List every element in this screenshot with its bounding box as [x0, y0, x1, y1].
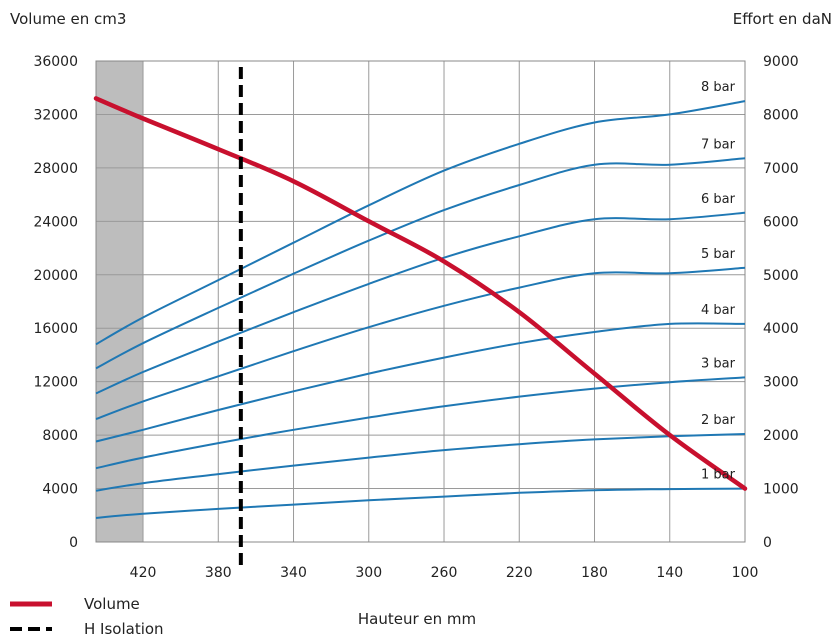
curve-label-8-bar: 8 bar	[701, 80, 736, 95]
shaded-region-layer	[96, 61, 144, 542]
y-left-tick-16000: 16000	[33, 321, 78, 337]
grid-layer	[95, 60, 746, 543]
curve-labels-layer: 1 bar 2 bar 3 bar 4 bar 5 bar 6 bar 7 bar 8 bar	[701, 80, 736, 482]
effort-curves-layer	[95, 100, 746, 519]
x-tick-220: 220	[506, 565, 533, 581]
shaded-region	[96, 61, 144, 542]
x-axis-title: Hauteur en mm	[358, 610, 476, 628]
y-left-tick-32000: 32000	[33, 107, 78, 123]
y-left-tick-36000: 36000	[33, 54, 78, 70]
legend: Volume H Isolation	[10, 595, 164, 638]
y-right-tick-8000: 8000	[763, 107, 799, 123]
legend-volume-label: Volume	[84, 595, 140, 613]
x-tick-260: 260	[431, 565, 458, 581]
effort-curve-3-bar	[95, 376, 746, 470]
right-axis-title: Effort en daN	[733, 10, 832, 28]
y-left-tick-0: 0	[69, 535, 78, 551]
y-left-tick-12000: 12000	[33, 375, 78, 391]
y-right-tick-6000: 6000	[763, 214, 799, 230]
plot-frame	[95, 60, 746, 543]
x-tick-340: 340	[280, 565, 307, 581]
effort-curve-4-bar	[95, 322, 746, 443]
curve-label-2-bar: 2 bar	[701, 413, 736, 428]
legend-isolation-label: H Isolation	[84, 620, 164, 638]
left-axis-title: Volume en cm3	[10, 10, 126, 28]
effort-curve-6-bar	[95, 211, 746, 395]
curve-label-5-bar: 5 bar	[701, 247, 736, 262]
y-right-tick-7000: 7000	[763, 161, 799, 177]
effort-curve-8-bar	[95, 100, 746, 346]
y-left-tick-8000: 8000	[42, 428, 78, 444]
effort-curve-2-bar	[95, 433, 746, 492]
curve-label-4-bar: 4 bar	[701, 303, 736, 318]
curve-label-7-bar: 7 bar	[701, 137, 736, 152]
curve-label-6-bar: 6 bar	[701, 192, 736, 207]
x-tick-420: 420	[130, 565, 157, 581]
y-right-tick-3000: 3000	[763, 375, 799, 391]
x-tick-100: 100	[732, 565, 759, 581]
y-left-tick-24000: 24000	[33, 214, 78, 230]
y-right-tick-1000: 1000	[763, 482, 799, 498]
volume-curve-layer	[93, 96, 748, 491]
effort-curve-5-bar	[95, 266, 746, 421]
x-tick-380: 380	[205, 565, 232, 581]
y-right-tick-0: 0	[763, 535, 772, 551]
curve-label-3-bar: 3 bar	[701, 356, 736, 371]
x-tick-300: 300	[355, 565, 382, 581]
y-left-tick-28000: 28000	[33, 161, 78, 177]
tick-labels-layer: 0400080001200016000200002400028000320003…	[33, 54, 798, 581]
y-right-tick-2000: 2000	[763, 428, 799, 444]
effort-curve-7-bar	[95, 157, 746, 370]
x-tick-140: 140	[656, 565, 683, 581]
y-right-tick-5000: 5000	[763, 268, 799, 284]
y-right-tick-9000: 9000	[763, 54, 799, 70]
y-right-tick-4000: 4000	[763, 321, 799, 337]
curve-label-1-bar: 1 bar	[701, 468, 736, 483]
effort-curve-1-bar	[95, 487, 746, 519]
y-left-tick-20000: 20000	[33, 268, 78, 284]
volume-curve	[93, 96, 748, 491]
x-tick-180: 180	[581, 565, 608, 581]
y-left-tick-4000: 4000	[42, 482, 78, 498]
